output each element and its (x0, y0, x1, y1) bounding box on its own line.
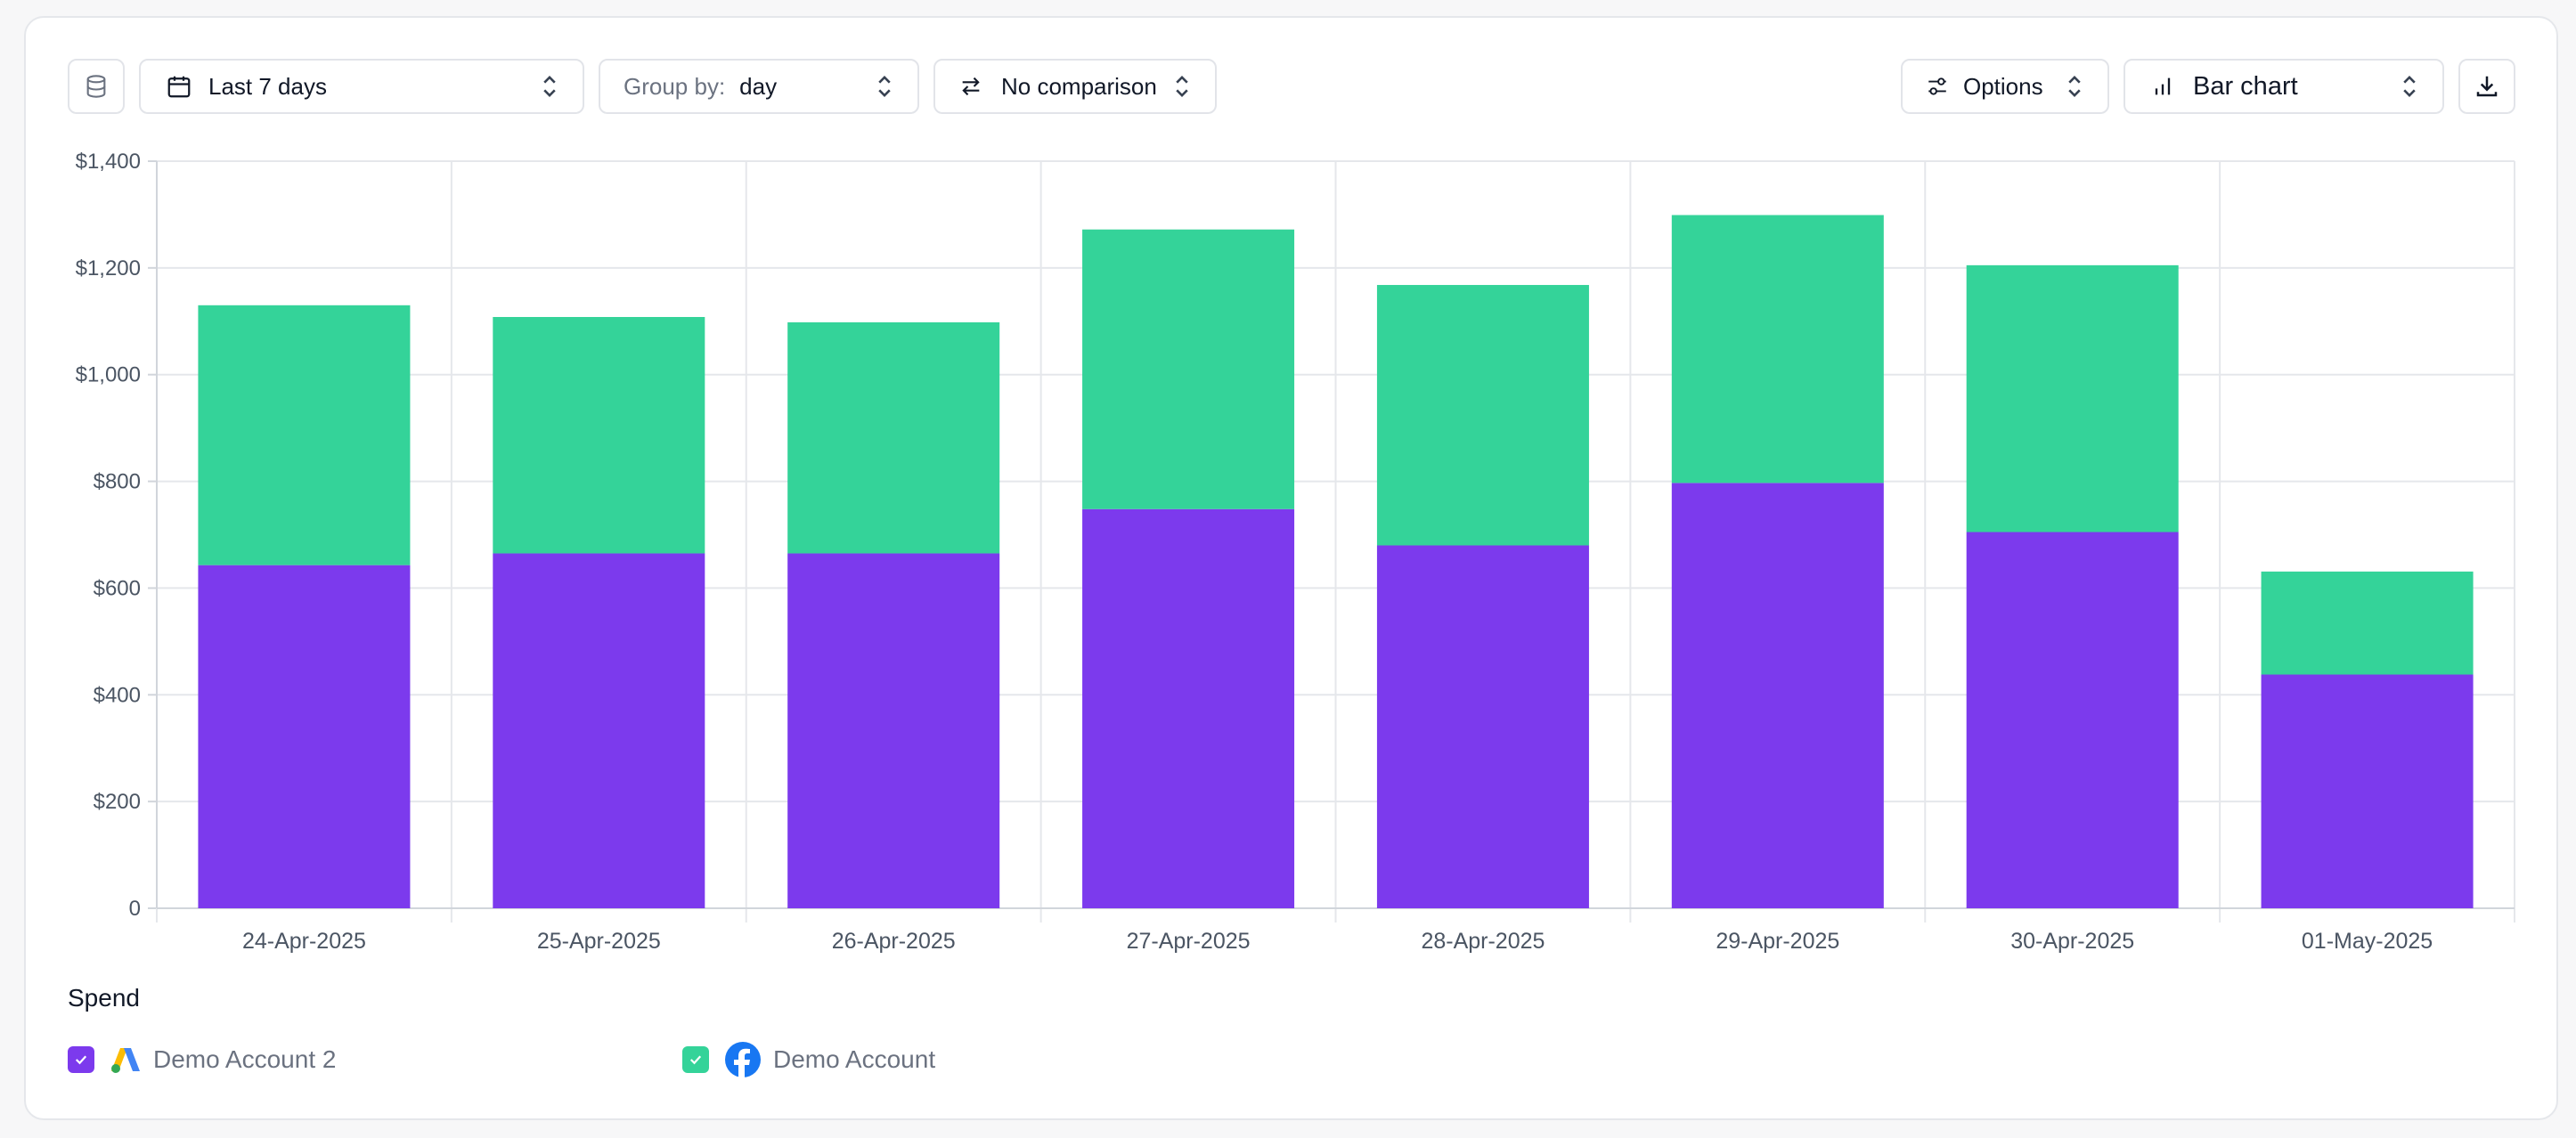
bar-demo-account (1671, 215, 1884, 484)
x-tick-label: 26-Apr-2025 (832, 929, 956, 954)
bar-demo-account (2261, 571, 2474, 675)
database-icon (84, 74, 109, 99)
bar-demo-account-2 (198, 565, 411, 908)
y-tick-label: $800 (94, 470, 141, 494)
bar-demo-account (1376, 285, 1589, 546)
chart-type-select[interactable]: Bar chart (2124, 59, 2444, 114)
group-by-label: Group by: (624, 72, 726, 100)
data-source-button[interactable] (68, 59, 125, 114)
bar-demo-account-2 (2261, 674, 2474, 908)
options-label: Options (1963, 72, 2043, 100)
bar-demo-account (1082, 229, 1295, 509)
y-tick-label: $1,000 (76, 363, 141, 387)
sliders-icon (1926, 75, 1949, 98)
google-ads-icon (110, 1045, 141, 1074)
swap-arrows-icon (958, 74, 983, 99)
legend-label: Demo Account (773, 1045, 936, 1073)
bar-demo-account (1966, 264, 2179, 532)
checkbox-icon[interactable] (68, 1046, 94, 1073)
date-range-select[interactable]: Last 7 days (139, 59, 584, 114)
x-tick-label: 24-Apr-2025 (242, 929, 366, 954)
bar-demo-account-2 (1082, 508, 1295, 908)
x-tick-label: 27-Apr-2025 (1127, 929, 1251, 954)
download-button[interactable] (2458, 59, 2515, 114)
comparison-label: No comparison (1001, 72, 1157, 100)
bar-demo-account-2 (493, 553, 705, 908)
bar-chart-icon (2150, 74, 2175, 99)
x-tick-label: 30-Apr-2025 (2010, 929, 2134, 954)
bar-demo-account-2 (1966, 532, 2179, 908)
x-tick-label: 28-Apr-2025 (1421, 929, 1545, 954)
bar-demo-account-2 (787, 553, 1000, 908)
y-tick-label: $400 (94, 683, 141, 707)
bar-demo-account-2 (1376, 545, 1589, 908)
date-range-label: Last 7 days (208, 72, 327, 100)
checkbox-icon[interactable] (682, 1046, 709, 1073)
x-tick-label: 25-Apr-2025 (537, 929, 661, 954)
options-button[interactable]: Options (1901, 59, 2109, 114)
stacked-bar-chart: 0 $200 $400 $600 $800 $1,000 $1,200 $1,400 24-Ap… (76, 150, 2515, 954)
bar-demo-account-2 (1671, 483, 1884, 908)
bar-demo-account (787, 321, 1000, 554)
legend-item-demo-account-2[interactable]: Demo Account 2 (68, 1044, 336, 1076)
legend-title: Spend (68, 984, 140, 1012)
bar-demo-account (493, 316, 705, 554)
comparison-select[interactable]: No comparison (933, 59, 1217, 114)
bar-demo-account (198, 305, 411, 565)
chart-type-label: Bar chart (2193, 71, 2298, 101)
facebook-icon (725, 1042, 761, 1077)
y-tick-label: 0 (129, 897, 141, 921)
y-tick-label: $1,200 (76, 256, 141, 280)
chevron-up-down-icon (1174, 75, 1190, 98)
calendar-icon (166, 73, 192, 100)
chevron-up-down-icon (2401, 75, 2417, 98)
chevron-up-down-icon (2067, 75, 2083, 98)
group-by-value: day (739, 72, 778, 100)
legend-item-demo-account[interactable]: Demo Account (682, 1042, 936, 1077)
group-by-select[interactable]: Group by: day (599, 59, 919, 114)
x-tick-label: 01-May-2025 (2302, 929, 2433, 954)
y-tick-label: $1,400 (76, 150, 141, 174)
download-icon (2474, 73, 2500, 100)
chevron-up-down-icon (876, 75, 893, 98)
x-tick-label: 29-Apr-2025 (1716, 929, 1839, 954)
legend-label: Demo Account 2 (153, 1045, 337, 1073)
chevron-up-down-icon (542, 75, 558, 98)
y-tick-label: $200 (94, 790, 141, 814)
y-tick-label: $600 (94, 576, 141, 600)
